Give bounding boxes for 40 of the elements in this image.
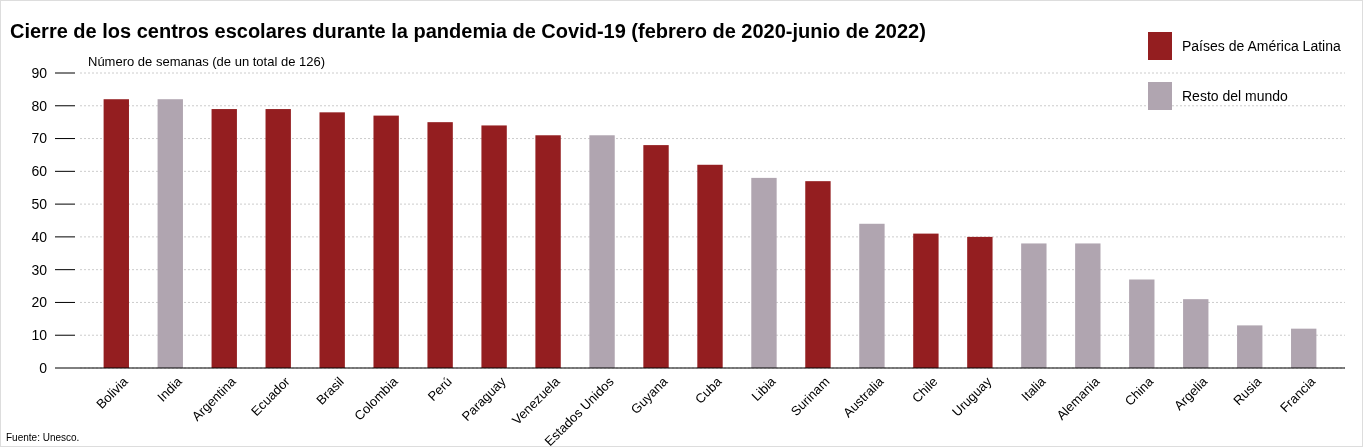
x-tick-label: Libia [748,373,780,404]
source-note: Fuente: Unesco. [6,432,80,443]
bar [697,164,723,368]
legend-label: Resto del mundo [1182,87,1289,104]
bar [913,233,939,368]
bar [103,99,129,368]
bar [1021,243,1047,368]
bar [157,99,183,368]
y-tick-label: 90 [31,64,48,81]
chart-title: Cierre de los centros escolares durante la pandemia de Covid-19 (febrero de 2020-junio de 2022) [10,20,926,42]
bar [373,115,399,368]
y-tick-label: 80 [31,97,48,114]
bar [481,125,507,368]
y-tick-label: 0 [39,359,48,376]
bar [589,135,615,368]
y-tick-label: 40 [31,228,48,245]
y-tick-label: 50 [31,196,48,213]
bar [1183,299,1209,368]
y-tick-label: 60 [31,163,48,180]
bar [751,177,777,368]
bar [1129,279,1155,368]
y-axis-title: Número de semanas (de un total de 126) [88,54,326,69]
bar [1291,328,1317,368]
legend-label: Países de América Latina [1182,37,1341,54]
y-tick-label: 10 [31,327,48,344]
bar [967,236,993,368]
bar [859,223,885,368]
bar [805,181,831,368]
y-tick-label: 30 [31,261,48,278]
bar [427,122,453,368]
bar [319,112,345,368]
bar [535,135,561,368]
bar [643,145,669,368]
bar [211,109,237,368]
y-tick-label: 20 [31,294,48,311]
bar [1075,243,1101,368]
bar [265,109,291,368]
x-tick-label: Italia [1018,373,1049,404]
y-tick-label: 70 [31,130,48,147]
bar [1237,325,1263,368]
